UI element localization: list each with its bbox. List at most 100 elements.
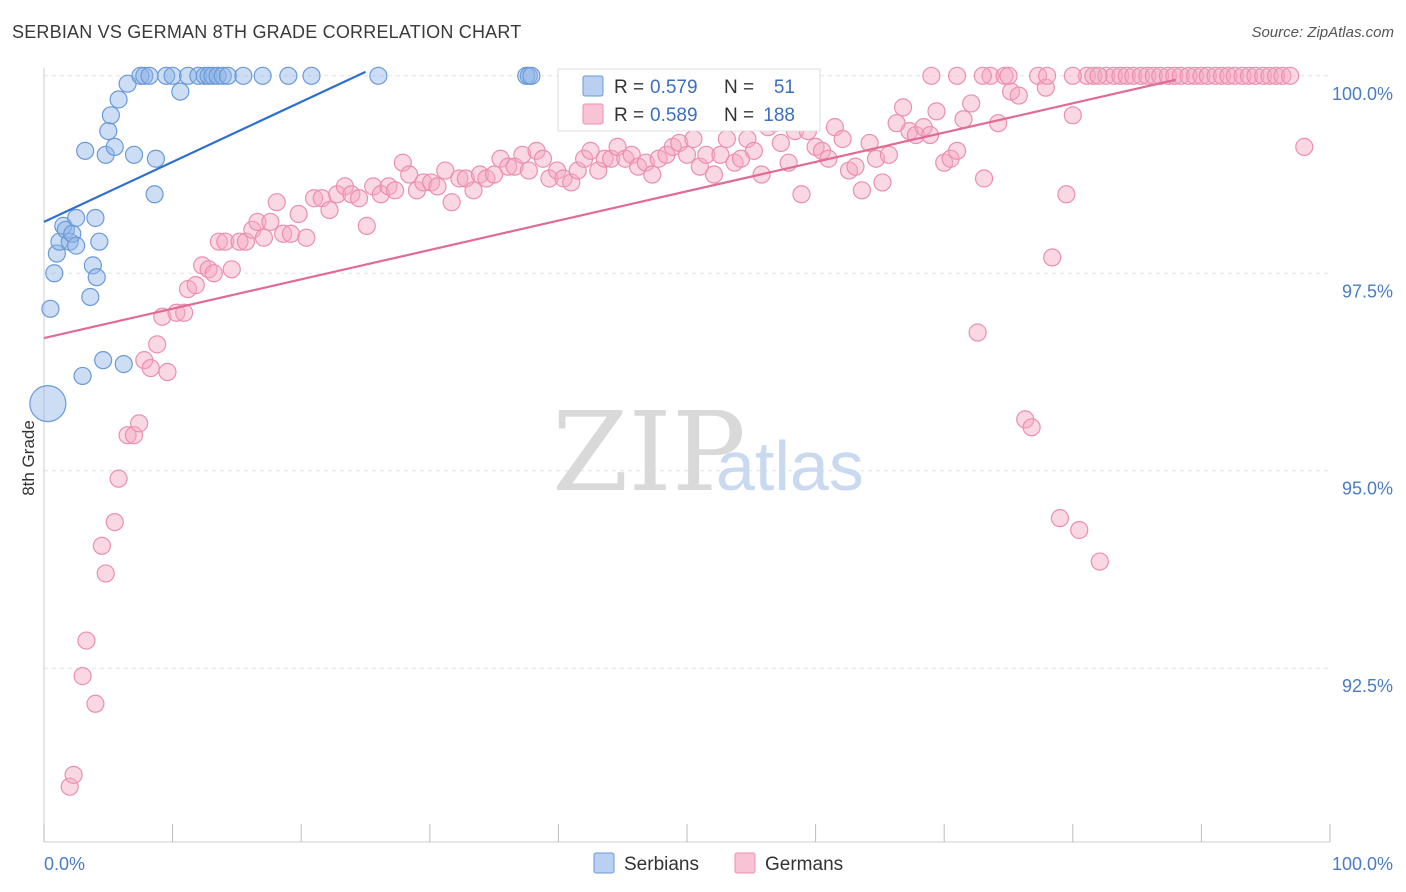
- german-point-188: [1089, 66, 1108, 85]
- german-point-134: [968, 323, 987, 342]
- x-tick-label-left: 0.0%: [44, 854, 85, 874]
- german-point-132: [954, 110, 973, 129]
- german-point-128: [927, 102, 946, 121]
- legend-r-value-1: 0.579: [650, 77, 698, 98]
- german-point-131: [947, 141, 967, 160]
- german-point-140: [1009, 86, 1028, 105]
- serbian-point-15: [86, 208, 105, 228]
- serbian-point-9: [67, 236, 86, 255]
- german-point-1: [64, 765, 83, 784]
- german-point-166: [1185, 66, 1205, 85]
- german-point-65: [499, 157, 518, 176]
- serbian-point-37: [195, 66, 214, 85]
- german-point-151: [1084, 66, 1103, 85]
- serbian-point-18: [94, 351, 113, 370]
- german-point-57: [442, 193, 461, 212]
- serbian-point-28: [135, 66, 154, 85]
- german-point-8: [109, 469, 128, 488]
- legend-n-value-2: 188: [763, 105, 795, 126]
- german-point-67: [513, 145, 532, 164]
- german-point-142: [1022, 418, 1041, 437]
- legend-n-value-1: 51: [774, 77, 795, 98]
- serbian-point-0: [29, 385, 67, 423]
- german-point-53: [414, 173, 433, 192]
- german-point-32: [261, 212, 280, 232]
- german-point-171: [1219, 66, 1238, 85]
- watermark-atlas: atlas: [716, 427, 864, 505]
- german-point-18: [175, 303, 194, 322]
- german-point-91: [677, 145, 697, 164]
- german-point-4: [86, 694, 105, 713]
- chart-title: SERBIAN VS GERMAN 8TH GRADE CORRELATION …: [12, 22, 522, 42]
- german-point-58: [450, 169, 469, 188]
- german-point-27: [230, 232, 249, 251]
- german-point-26: [222, 260, 241, 279]
- german-point-2: [73, 667, 92, 686]
- german-point-75: [568, 161, 587, 180]
- serbian-point-16: [87, 268, 106, 287]
- german-point-78: [589, 161, 608, 180]
- y-tick-label-2: 95.0%: [1342, 479, 1393, 499]
- german-point-68: [519, 161, 538, 180]
- german-point-146: [1050, 509, 1070, 528]
- german-point-121: [879, 145, 899, 164]
- german-point-116: [846, 157, 865, 176]
- serbian-point-14: [83, 256, 102, 275]
- serbian-point-46: [302, 66, 321, 85]
- german-point-156: [1117, 66, 1136, 85]
- german-point-120: [873, 173, 892, 192]
- serbian-point-10: [67, 208, 86, 228]
- german-point-55: [428, 177, 447, 196]
- german-point-51: [400, 165, 419, 184]
- data-points: [29, 66, 1314, 796]
- bottom-legend-label-serbians: Serbians: [624, 854, 699, 875]
- german-point-50: [393, 153, 412, 172]
- serbian-point-11: [73, 366, 92, 386]
- axes: [43, 68, 1331, 843]
- legend-r-label-2: R =: [614, 105, 644, 126]
- german-point-177: [1260, 66, 1279, 85]
- serbian-point-12: [76, 141, 95, 160]
- serbian-point-33: [163, 66, 182, 85]
- german-point-147: [1057, 185, 1076, 204]
- serbian-point-2: [45, 264, 64, 283]
- german-trend-line: [43, 78, 1176, 340]
- german-point-182: [922, 66, 941, 85]
- german-point-108: [792, 185, 811, 204]
- german-point-174: [1239, 66, 1259, 85]
- german-point-164: [1171, 66, 1190, 85]
- german-point-63: [485, 165, 504, 184]
- german-point-11: [130, 414, 149, 433]
- german-point-31: [254, 228, 274, 247]
- serbian-point-21: [101, 106, 120, 125]
- serbian-point-39: [203, 66, 222, 85]
- german-point-3: [77, 631, 96, 650]
- legend-r-value-2: 0.589: [650, 105, 698, 126]
- german-point-136: [981, 66, 1000, 85]
- german-point-114: [833, 129, 852, 149]
- german-point-187: [1063, 66, 1082, 85]
- serbian-point-31: [146, 149, 165, 168]
- german-point-94: [697, 145, 716, 164]
- serbian-point-43: [234, 66, 253, 85]
- german-point-167: [1192, 66, 1211, 85]
- german-point-20: [186, 276, 205, 295]
- german-point-176: [1254, 66, 1273, 85]
- german-point-83: [622, 145, 641, 164]
- gridlines: [44, 75, 1330, 669]
- legend-r-label-1: R =: [614, 77, 644, 98]
- serbian-point-22: [105, 137, 124, 156]
- german-point-172: [1225, 66, 1244, 85]
- serbian-point-47: [369, 66, 388, 85]
- serbian-point-29: [140, 66, 159, 85]
- german-point-56: [436, 161, 455, 180]
- y-tick-label-0: 100.0%: [1332, 84, 1393, 104]
- serbian-point-20: [99, 121, 118, 141]
- german-point-157: [1124, 66, 1143, 85]
- german-point-38: [304, 189, 324, 208]
- serbian-point-45: [279, 66, 298, 85]
- german-point-44: [349, 189, 369, 208]
- german-point-92: [684, 129, 703, 149]
- y-tick-label-1: 97.5%: [1342, 281, 1393, 301]
